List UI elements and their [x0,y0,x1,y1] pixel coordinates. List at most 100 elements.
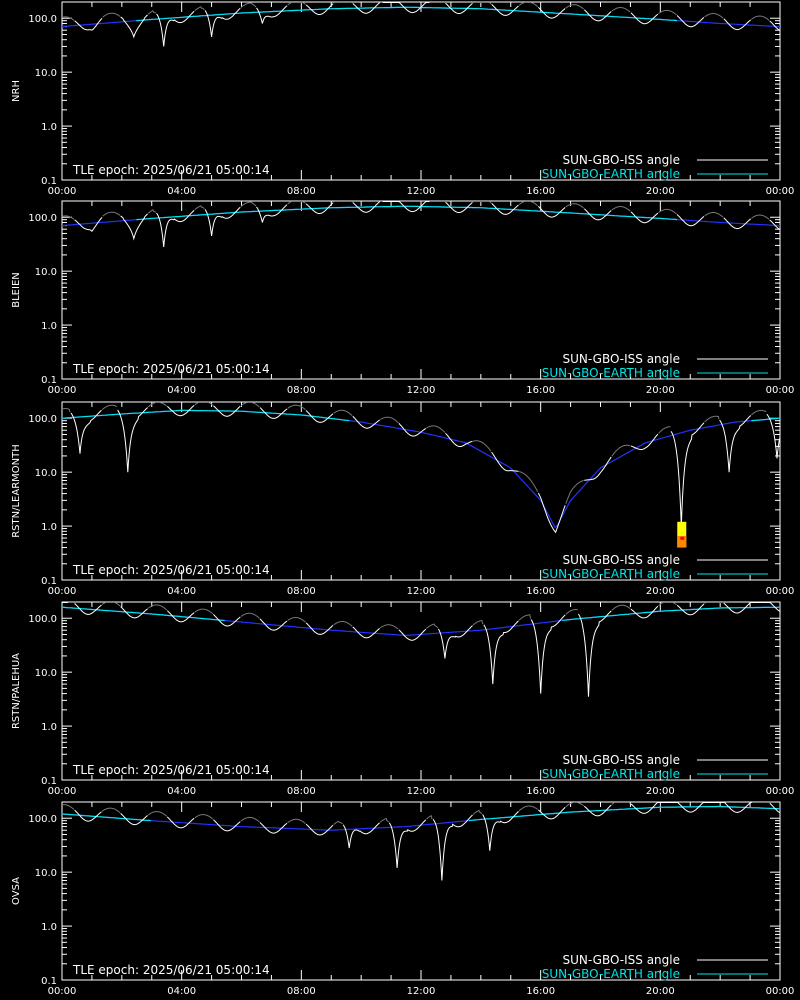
plot-area [62,802,780,881]
y-tick-label: 10.0 [35,68,57,79]
iss-angle-line [120,14,148,39]
y-tick-label: 1.0 [41,522,57,533]
y-tick-label: 0.1 [41,776,57,787]
iss-angle-line [120,812,148,826]
iss-angle-line [766,413,780,459]
iss-angle-line [101,602,121,607]
iss-angle-line [584,456,612,481]
y-axis-label: RSTN/LEARMONTH [11,444,22,538]
iss-angle-line [676,214,705,227]
earth-angle-line [562,606,780,621]
iss-angle-line [194,6,205,12]
iss-angle-line [256,204,288,223]
iss-angle-line [342,822,381,849]
iss-angle-line [240,816,260,823]
iss-angle-line [120,213,148,241]
earth-angle-line [62,409,780,529]
iss-angle-line [565,609,578,615]
iss-angle-line [472,201,492,204]
x-tick-label: 12:00 [407,385,436,396]
event-marker [677,521,687,548]
iss-angle-line [518,201,539,207]
y-axis-label: RSTN/PALEHUA [11,653,22,729]
iss-angle-line [751,15,770,21]
iss-angle-line [382,2,430,14]
earth-angle-line [62,813,151,822]
x-tick-label: 00:00 [48,385,77,396]
chart-panel: 0.1 1.0 10.0 100.0 00:00 04:00 08:00 12:00 16:00… [11,1,795,197]
event-marker [677,535,687,548]
iss-angle-line [333,2,353,4]
iss-angle-line [352,415,380,429]
x-tick-label: 08:00 [287,586,316,597]
y-tick-label: 1.0 [41,122,57,133]
iss-angle-line [240,2,257,8]
iss-angle-line [240,612,260,619]
iss-angle-line [213,614,241,627]
iss-angle-line [676,603,705,616]
earth-angle-line [751,417,780,422]
iss-angle-line [120,606,148,619]
iss-angle-line [658,9,677,16]
y-tick-label: 0.1 [41,976,57,987]
iss-angle-line [670,422,705,527]
x-tick-label: 16:00 [526,786,555,797]
iss-angle-line [658,602,677,607]
chart-panel: 0.1 1.0 10.0 100.0 00:00 04:00 08:00 12:00 16:00… [11,401,794,597]
y-tick-label: 10.0 [35,668,57,679]
x-tick-label: 16:00 [526,385,555,396]
iss-angle-line [723,217,752,230]
iss-angle-line [305,622,334,635]
iss-angle-line [194,402,214,406]
x-tick-label: 20:00 [646,786,675,797]
iss-angle-line [102,211,121,217]
earth-angle-line [62,409,350,422]
iss-angle-line [611,802,631,805]
iss-angle-line [213,405,241,417]
iss-angle-line [432,814,473,881]
tle-epoch-label: TLE epoch: 2025/06/21 05:00:14 [72,763,270,777]
iss-angle-line [380,416,399,424]
iss-angle-line [74,809,102,822]
y-axis-label: NRH [11,80,22,102]
y-tick-label: 1.0 [41,722,57,733]
iss-angle-line [305,823,334,836]
iss-angle-line [287,617,306,623]
x-tick-label: 00:00 [766,385,795,396]
iss-angle-line [305,202,334,214]
x-tick-label: 00:00 [48,986,77,997]
earth-angle-line [468,805,780,822]
iss-angle-line [518,614,531,621]
x-tick-label: 00:00 [766,186,795,197]
iss-angle-line [437,625,473,659]
y-tick-label: 10.0 [35,468,57,479]
iss-angle-line [62,804,75,810]
tle-epoch-label: TLE epoch: 2025/06/21 05:00:14 [72,362,270,376]
iss-angle-line [630,605,659,619]
iss-angle-line [611,444,631,457]
iss-angle-line [472,620,484,626]
iss-angle-line [333,820,343,825]
earth-angle-line [136,205,678,221]
y-tick-label: 100.0 [28,213,57,224]
iss-angle-line [750,409,767,416]
iss-angle-line [194,205,205,211]
iss-angle-line [259,407,288,419]
plot-area [62,201,780,248]
iss-angle-line [751,214,770,220]
iss-angle-line [577,610,612,697]
y-tick-label: 0.1 [41,576,57,587]
iss-angle-line [240,201,257,207]
y-tick-label: 10.0 [35,267,57,278]
iss-angle-line [259,618,288,631]
iss-angle-line [333,621,353,627]
iss-angle-line [473,440,492,452]
legend-label: SUN-GBO-ISS angle [563,953,680,967]
iss-angle-line [445,201,473,213]
tle-epoch-label: TLE epoch: 2025/06/21 05:00:14 [72,163,270,177]
iss-angle-line [537,492,566,534]
x-tick-label: 20:00 [646,986,675,997]
y-tick-label: 0.1 [41,375,57,386]
